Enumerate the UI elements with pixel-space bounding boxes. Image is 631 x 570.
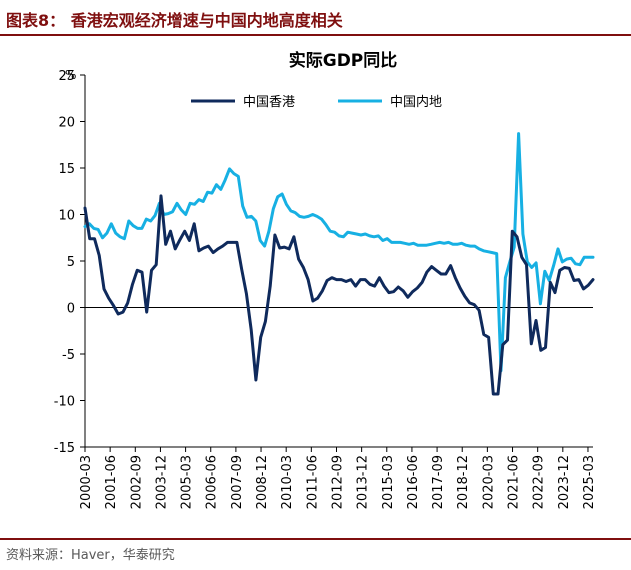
line-chart: 实际GDP同比 % 中国香港 中国内地 25 20 15 10 5 0 -5 -10 -15 20… [54,50,597,509]
x-tick-label: 2022-09 [532,455,547,509]
x-tick-label: 2008-12 [255,455,270,509]
y-tick-label: 10 [58,209,75,224]
x-tick-label: 2006-06 [205,455,220,509]
x-tick-label: 2013-12 [356,455,371,509]
chart-title: 实际GDP同比 [289,50,398,71]
y-tick-label: 0 [67,302,75,317]
x-tick-label: 2020-03 [481,455,496,509]
y-unit-label: % [65,68,76,82]
x-tick-label: 2001-06 [104,455,119,509]
legend-label: 中国香港 [243,95,295,110]
x-ticks: 2000-03 2001-06 2002-09 2003-12 2005-03 2006-… [79,447,597,509]
x-tick-label: 2018-12 [456,455,471,509]
x-tick-label: 2025-03 [582,455,597,509]
figure-header: 图表8： 香港宏观经济增速与中国内地高度相关 [0,0,631,36]
series-mainland-line [83,132,595,373]
x-tick-label: 2010-03 [280,455,295,509]
legend: 中国香港 中国内地 [191,94,442,110]
x-tick-label: 2000-03 [79,455,94,509]
y-tick-label: -15 [54,441,75,456]
figure-title: 图表8： 香港宏观经济增速与中国内地高度相关 [6,11,343,30]
legend-item-hong-kong: 中国香港 [191,95,295,110]
y-tick-label: 5 [67,255,75,270]
y-tick-label: 20 [58,116,75,131]
legend-label: 中国内地 [390,94,442,110]
x-tick-label: 2023-12 [557,455,572,509]
x-tick-label: 2016-06 [406,455,421,509]
legend-item-mainland: 中国内地 [338,94,442,110]
x-tick-label: 2015-03 [381,455,396,509]
x-tick-label: 2007-09 [230,455,245,509]
y-ticks: 25 20 15 10 5 0 -5 -10 -15 [54,69,85,456]
x-tick-label: 2003-12 [154,455,169,509]
x-tick-label: 2021-06 [507,455,522,509]
y-tick-label: -10 [54,395,75,410]
y-tick-label: -5 [62,348,75,363]
y-tick-label: 15 [58,162,75,177]
figure-footer-rule [0,538,631,540]
x-tick-label: 2012-09 [330,455,345,509]
y-tick-label: 25 [58,69,75,84]
series-hong-kong-line [83,194,595,396]
x-tick-label: 2017-09 [431,455,446,509]
plot-area [83,132,595,396]
figure-source: 资料来源：Haver，华泰研究 [6,548,175,563]
x-tick-label: 2011-06 [305,455,320,509]
x-tick-label: 2002-09 [129,455,144,509]
x-tick-label: 2005-03 [180,455,195,509]
